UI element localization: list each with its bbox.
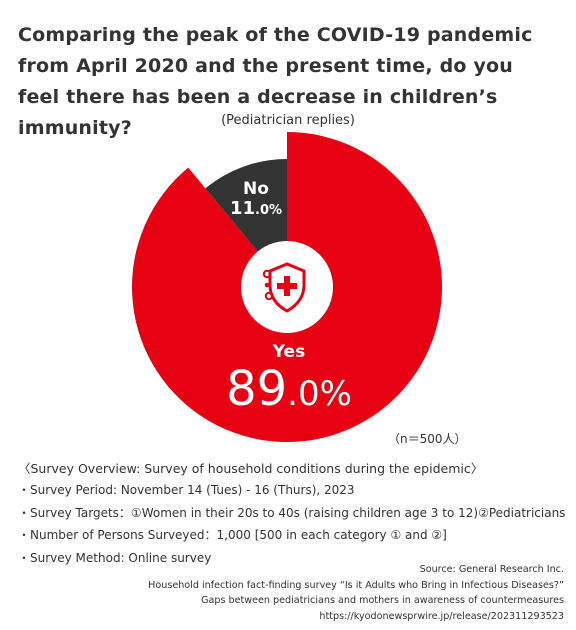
data-label-yes-int: 89 xyxy=(226,361,287,417)
source-survey-subtitle: Gaps between pediatricians and mothers i… xyxy=(201,595,564,606)
data-label-no-dec: .0% xyxy=(255,203,282,218)
source-survey-title: Household infection fact-finding survey … xyxy=(148,579,564,591)
data-label-yes-dec: .0% xyxy=(287,374,352,414)
source-url: https://kyodonewsprwire.jp/release/20231… xyxy=(319,610,564,622)
persons-surveyed: ・Number of Persons Surveyed：1,000 [500 i… xyxy=(18,528,447,542)
survey-period: ・Survey Period: November 14 (Tues) - 16 … xyxy=(18,483,355,497)
chart-title: Comparing the peak of the COVID-19 pande… xyxy=(18,24,533,139)
data-label-no: 11.0% xyxy=(230,198,282,219)
shield-plus-virus-icon xyxy=(262,262,306,313)
data-label-no-int: 11 xyxy=(230,198,255,219)
sample-size-label: （n＝500人） xyxy=(388,432,467,446)
survey-method: ・Survey Method: Online survey xyxy=(18,550,212,565)
survey-targets: ・Survey Targets：①Women in their 20s to 4… xyxy=(18,505,566,520)
source-line: Source: General Research Inc. xyxy=(419,564,564,575)
survey-overview-list: ・Survey Period: November 14 (Tues) - 16 … xyxy=(18,479,565,569)
data-label-yes: 89.0% xyxy=(226,361,352,417)
chart-subtitle: (Pediatrician replies) xyxy=(221,113,355,128)
slice-label-no: No xyxy=(243,179,269,199)
survey-overview-heading: 〈Survey Overview: Survey of household co… xyxy=(18,461,484,476)
source-credits: Source: General Research Inc. Household … xyxy=(148,562,564,624)
slice-label-yes: Yes xyxy=(272,342,305,362)
